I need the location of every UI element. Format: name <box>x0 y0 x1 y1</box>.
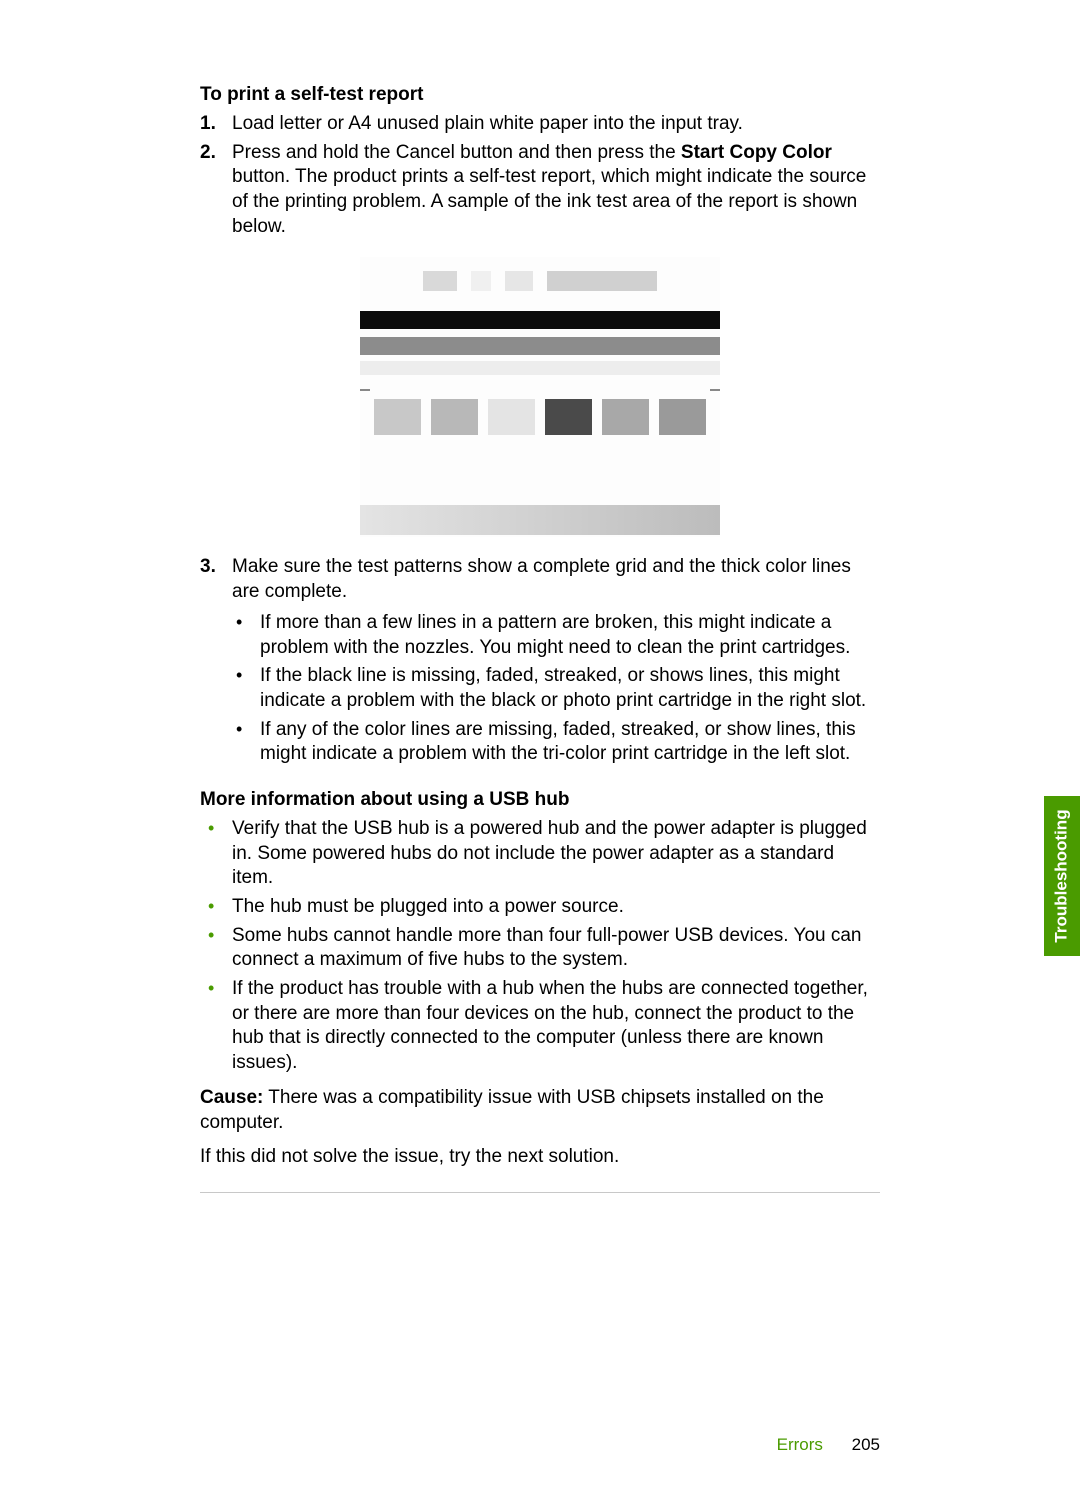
bullet-dot: • <box>236 664 242 687</box>
bullet-dot: • <box>208 977 214 1000</box>
sub-bullet: • If the black line is missing, faded, st… <box>232 664 880 713</box>
cause-paragraph: Cause: There was a compatibility issue w… <box>200 1086 880 1135</box>
step-text-pre: Press and hold the Cancel button and the… <box>232 142 681 163</box>
figure-color-block <box>659 399 706 435</box>
figure-tick <box>360 389 370 391</box>
figure-color-block <box>488 399 535 435</box>
figure-tick <box>710 389 720 391</box>
ordered-steps: 1. Load letter or A4 unused plain white … <box>200 112 880 239</box>
step-text-post: button. The product prints a self-test r… <box>232 166 866 236</box>
step-text: Load letter or A4 unused plain white pap… <box>232 113 743 134</box>
usb-bullet: • The hub must be plugged into a power so… <box>204 895 880 920</box>
footer-page-number: 205 <box>852 1435 880 1454</box>
cause-label: Cause: <box>200 1087 263 1108</box>
figure-color-block <box>545 399 592 435</box>
figure-color-block <box>431 399 478 435</box>
cause-text: There was a compatibility issue with USB… <box>200 1087 824 1133</box>
figure-bar <box>360 311 720 329</box>
figure-patch <box>505 271 533 291</box>
figure-tick-row <box>360 383 720 397</box>
figure-gradient-bar <box>360 505 720 535</box>
figure-patch <box>471 271 491 291</box>
figure-top-patches <box>360 269 720 293</box>
usb-bullet: • If the product has trouble with a hub w… <box>204 977 880 1076</box>
figure-patch <box>547 271 657 291</box>
sub-bullet: • If any of the color lines are missing, … <box>232 718 880 767</box>
heading-usb-hub: More information about using a USB hub <box>200 789 880 811</box>
bullet-dot: • <box>208 895 214 918</box>
footer-section: Errors <box>777 1435 823 1454</box>
bullet-dot: • <box>208 817 214 840</box>
bullet-dot: • <box>208 924 214 947</box>
figure-color-blocks <box>374 399 706 435</box>
sub-bullet-text: If the black line is missing, faded, str… <box>260 665 866 711</box>
page-footer: Errors 205 <box>777 1435 880 1455</box>
sub-bullet: • If more than a few lines in a pattern a… <box>232 611 880 660</box>
sub-bullet-text: If any of the color lines are missing, f… <box>260 719 856 765</box>
figure-bar <box>360 337 720 355</box>
figure-patch <box>423 271 457 291</box>
figure-color-block <box>374 399 421 435</box>
sub-bullet-text: If more than a few lines in a pattern ar… <box>260 612 850 658</box>
step-number: 2. <box>200 141 216 166</box>
usb-bullet-text: If the product has trouble with a hub wh… <box>232 978 868 1073</box>
usb-bullet: • Verify that the USB hub is a powered hu… <box>204 817 880 891</box>
usb-bullet: • Some hubs cannot handle more than four … <box>204 924 880 973</box>
heading-self-test: To print a self-test report <box>200 84 880 106</box>
figure-color-block <box>602 399 649 435</box>
step-3: 3. Make sure the test patterns show a co… <box>200 555 880 767</box>
side-tab-troubleshooting: Troubleshooting <box>1044 796 1080 956</box>
content-column: To print a self-test report 1. Load lett… <box>200 84 880 1193</box>
step-3-sub-bullets: • If more than a few lines in a pattern a… <box>232 611 880 767</box>
usb-hub-bullets: • Verify that the USB hub is a powered hu… <box>204 817 880 1076</box>
step-2: 2. Press and hold the Cancel button and … <box>200 141 880 240</box>
usb-bullet-text: Verify that the USB hub is a powered hub… <box>232 818 867 888</box>
bullet-dot: • <box>236 611 242 634</box>
page: To print a self-test report 1. Load lett… <box>0 0 1080 1495</box>
bullet-dot: • <box>236 718 242 741</box>
step-number: 1. <box>200 112 216 137</box>
step-number: 3. <box>200 555 216 580</box>
step-1: 1. Load letter or A4 unused plain white … <box>200 112 880 137</box>
step-bold: Start Copy Color <box>681 142 832 163</box>
closing-paragraph: If this did not solve the issue, try the… <box>200 1145 880 1170</box>
self-test-sample-figure <box>360 257 720 537</box>
usb-bullet-text: The hub must be plugged into a power sou… <box>232 896 624 917</box>
figure-bar <box>360 361 720 375</box>
section-rule <box>200 1192 880 1193</box>
side-tab-label: Troubleshooting <box>1052 809 1072 942</box>
ordered-steps-continued: 3. Make sure the test patterns show a co… <box>200 555 880 767</box>
usb-bullet-text: Some hubs cannot handle more than four f… <box>232 925 862 971</box>
step-text: Make sure the test patterns show a compl… <box>232 556 851 602</box>
